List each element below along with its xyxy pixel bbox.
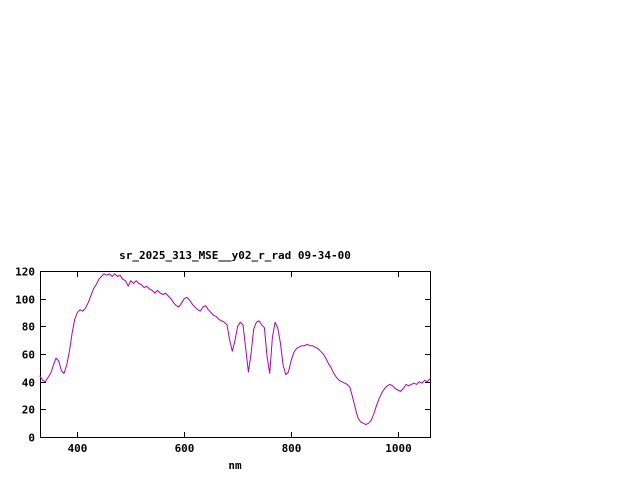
chart-x-axis-label: nm [228, 459, 242, 472]
plot-border [40, 271, 431, 438]
x-tick-label: 600 [175, 442, 195, 455]
x-tick-label: 400 [68, 442, 88, 455]
chart-title: sr_2025_313_MSE__y02_r_rad 09-34-00 [119, 249, 351, 262]
y-tick-label: 80 [22, 321, 35, 334]
y-tick-label: 20 [22, 404, 35, 417]
y-tick-label: 100 [15, 294, 35, 307]
x-tick-label: 800 [282, 442, 302, 455]
y-tick-label: 60 [22, 349, 35, 362]
y-tick-label: 120 [15, 266, 35, 279]
spectrum-line [39, 273, 431, 426]
x-tick-label: 1000 [385, 442, 412, 455]
y-tick-label: 0 [28, 432, 35, 445]
y-tick-label: 40 [22, 377, 35, 390]
